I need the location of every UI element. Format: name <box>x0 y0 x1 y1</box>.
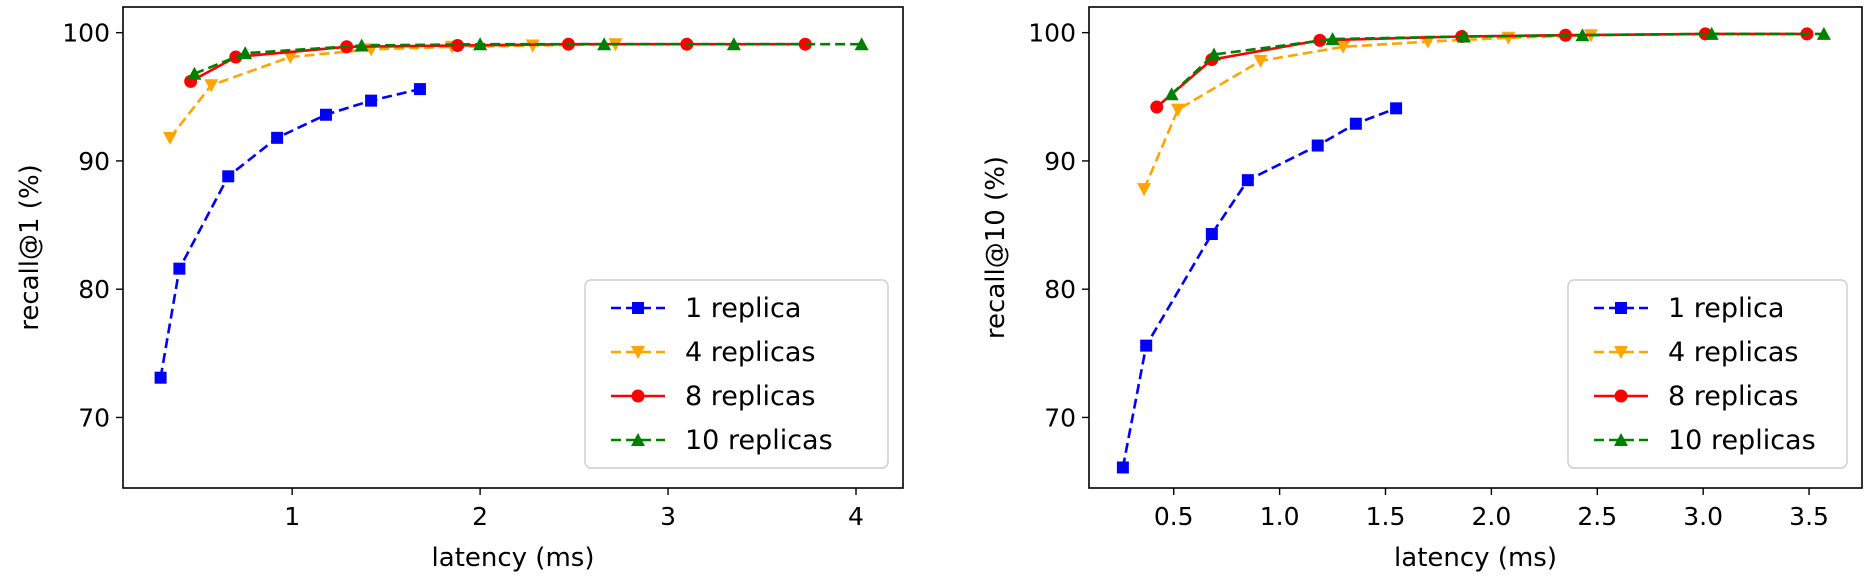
data-point <box>726 37 741 51</box>
chart-panel-2: 0.5 1.0 1.5 2.0 2.5 3.0 3.5 70 80 90 100 latency (m… <box>981 6 1863 573</box>
data-point <box>1816 26 1831 40</box>
data-point <box>1704 26 1719 40</box>
x-axis-label: latency (ms) <box>1394 543 1557 573</box>
y-tick-label: 90 <box>78 147 110 176</box>
x-tick-label: 1 <box>284 502 300 531</box>
legend-label: 8 replicas <box>1668 381 1798 412</box>
data-point <box>283 51 298 65</box>
legend: 1 replica 4 replicas 8 replicas 10 replicas <box>584 279 889 469</box>
data-point <box>1313 33 1327 47</box>
axes-frame <box>122 6 904 489</box>
legend-marker <box>1614 346 1628 359</box>
x-tick-label: 1.5 <box>1366 502 1406 531</box>
data-point <box>154 371 167 384</box>
data-point <box>229 50 243 64</box>
legend-marker <box>1614 389 1628 403</box>
legend-label: 8 replicas <box>685 381 815 412</box>
data-point <box>1420 35 1435 49</box>
data-point <box>597 37 612 51</box>
data-point <box>1241 174 1254 187</box>
y-tick-label: 70 <box>78 403 110 432</box>
legend-label: 1 replica <box>1668 293 1784 324</box>
data-point <box>162 131 177 145</box>
data-point <box>1170 103 1185 117</box>
axes-frame <box>1088 6 1863 489</box>
x-tick-label: 1.0 <box>1260 502 1300 531</box>
y-tick-label: 80 <box>78 275 110 304</box>
data-point <box>854 37 869 51</box>
data-point <box>1311 139 1324 152</box>
legend-marker <box>1615 302 1627 314</box>
legend-label: 10 replicas <box>685 425 833 456</box>
legend-label: 10 replicas <box>1668 425 1816 456</box>
data-point <box>238 46 253 60</box>
legend-label: 4 replicas <box>685 337 815 368</box>
data-point <box>473 37 488 51</box>
data-point <box>525 39 540 53</box>
data-point <box>271 131 284 144</box>
legend-box <box>1567 279 1848 469</box>
y-tick-label: 90 <box>1044 147 1076 176</box>
legend-label: 1 replica <box>685 293 801 324</box>
legend-marker <box>631 433 645 446</box>
x-tick-label: 2.0 <box>1472 502 1512 531</box>
data-point <box>187 66 202 80</box>
x-tick-label: 4 <box>848 502 864 531</box>
series-line-1 <box>159 87 421 378</box>
x-tick-label: 0.5 <box>1154 502 1194 531</box>
data-point <box>1349 117 1362 130</box>
data-point <box>1206 47 1221 61</box>
data-point <box>1116 461 1129 474</box>
y-axis-label: recall@10 (%) <box>981 156 1011 339</box>
y-tick-label: 100 <box>62 19 110 48</box>
data-point <box>1253 54 1268 68</box>
data-point <box>413 83 426 96</box>
data-point <box>1205 228 1218 241</box>
data-point <box>319 108 332 121</box>
legend-marker <box>1614 433 1628 446</box>
legend: 1 replica 4 replicas 8 replicas 10 replicas <box>1567 279 1848 469</box>
legend-marker <box>631 389 645 403</box>
data-point <box>222 170 235 183</box>
y-tick-label: 80 <box>1044 275 1076 304</box>
data-point <box>451 38 465 52</box>
x-tick-label: 3 <box>660 502 676 531</box>
series-line-4 <box>1170 32 1824 96</box>
data-point <box>1164 87 1179 101</box>
data-point <box>204 79 219 93</box>
data-point <box>1575 28 1590 42</box>
x-axis-label: latency (ms) <box>432 543 595 573</box>
legend-marker <box>632 302 644 314</box>
y-tick-label: 70 <box>1044 403 1076 432</box>
data-point <box>1150 100 1164 114</box>
y-axis-label: recall@1 (%) <box>15 164 45 331</box>
chart-panel-1: 1 2 3 4 70 80 90 100 latency (ms) recall@1 (%) 1 r… <box>15 6 904 573</box>
series-line-3 <box>1155 32 1807 108</box>
legend-label: 4 replicas <box>1668 337 1798 368</box>
data-point <box>365 94 378 107</box>
x-tick-label: 3.0 <box>1683 502 1723 531</box>
y-tick-label: 100 <box>1028 19 1076 48</box>
series-line-1 <box>1121 107 1397 468</box>
x-tick-label: 3.5 <box>1789 502 1829 531</box>
data-point <box>173 262 186 275</box>
data-point <box>1140 339 1153 352</box>
data-point <box>354 38 369 52</box>
legend-box <box>584 279 889 469</box>
data-point <box>1137 183 1152 197</box>
data-point <box>1325 32 1340 46</box>
data-point <box>1336 40 1351 54</box>
legend-marker <box>631 346 645 359</box>
data-point <box>1456 29 1471 43</box>
data-point <box>1390 102 1403 115</box>
series-line-4 <box>193 42 862 75</box>
x-tick-label: 2.5 <box>1577 502 1617 531</box>
x-tick-label: 2 <box>472 502 488 531</box>
